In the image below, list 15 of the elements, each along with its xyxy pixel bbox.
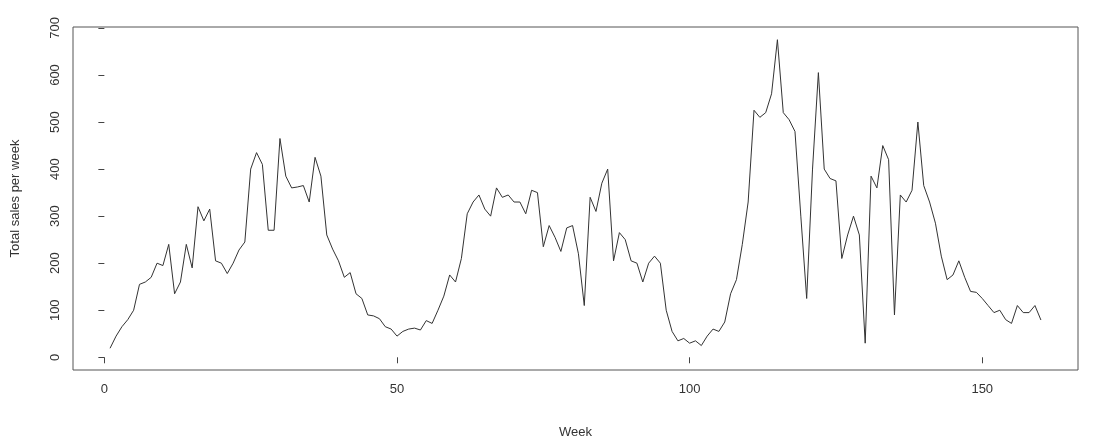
x-tick-label: 100 (678, 381, 701, 396)
x-axis-title: Week (559, 424, 593, 439)
y-tick-label: 300 (47, 205, 62, 227)
y-tick-label: 500 (47, 111, 62, 133)
y-tick-label: 0 (47, 353, 62, 361)
y-tick-label: 600 (47, 64, 62, 86)
y-tick-label: 700 (47, 17, 62, 39)
y-tick-label: 400 (47, 158, 62, 180)
y-tick-label: 200 (47, 252, 62, 275)
x-tick-label: 150 (971, 381, 994, 396)
y-axis-title: Total sales per week (7, 139, 22, 258)
x-tick-label: 50 (389, 381, 405, 396)
line-series (109, 39, 1042, 349)
x-tick-label: 0 (100, 381, 108, 396)
y-tick-label: 100 (47, 299, 62, 322)
